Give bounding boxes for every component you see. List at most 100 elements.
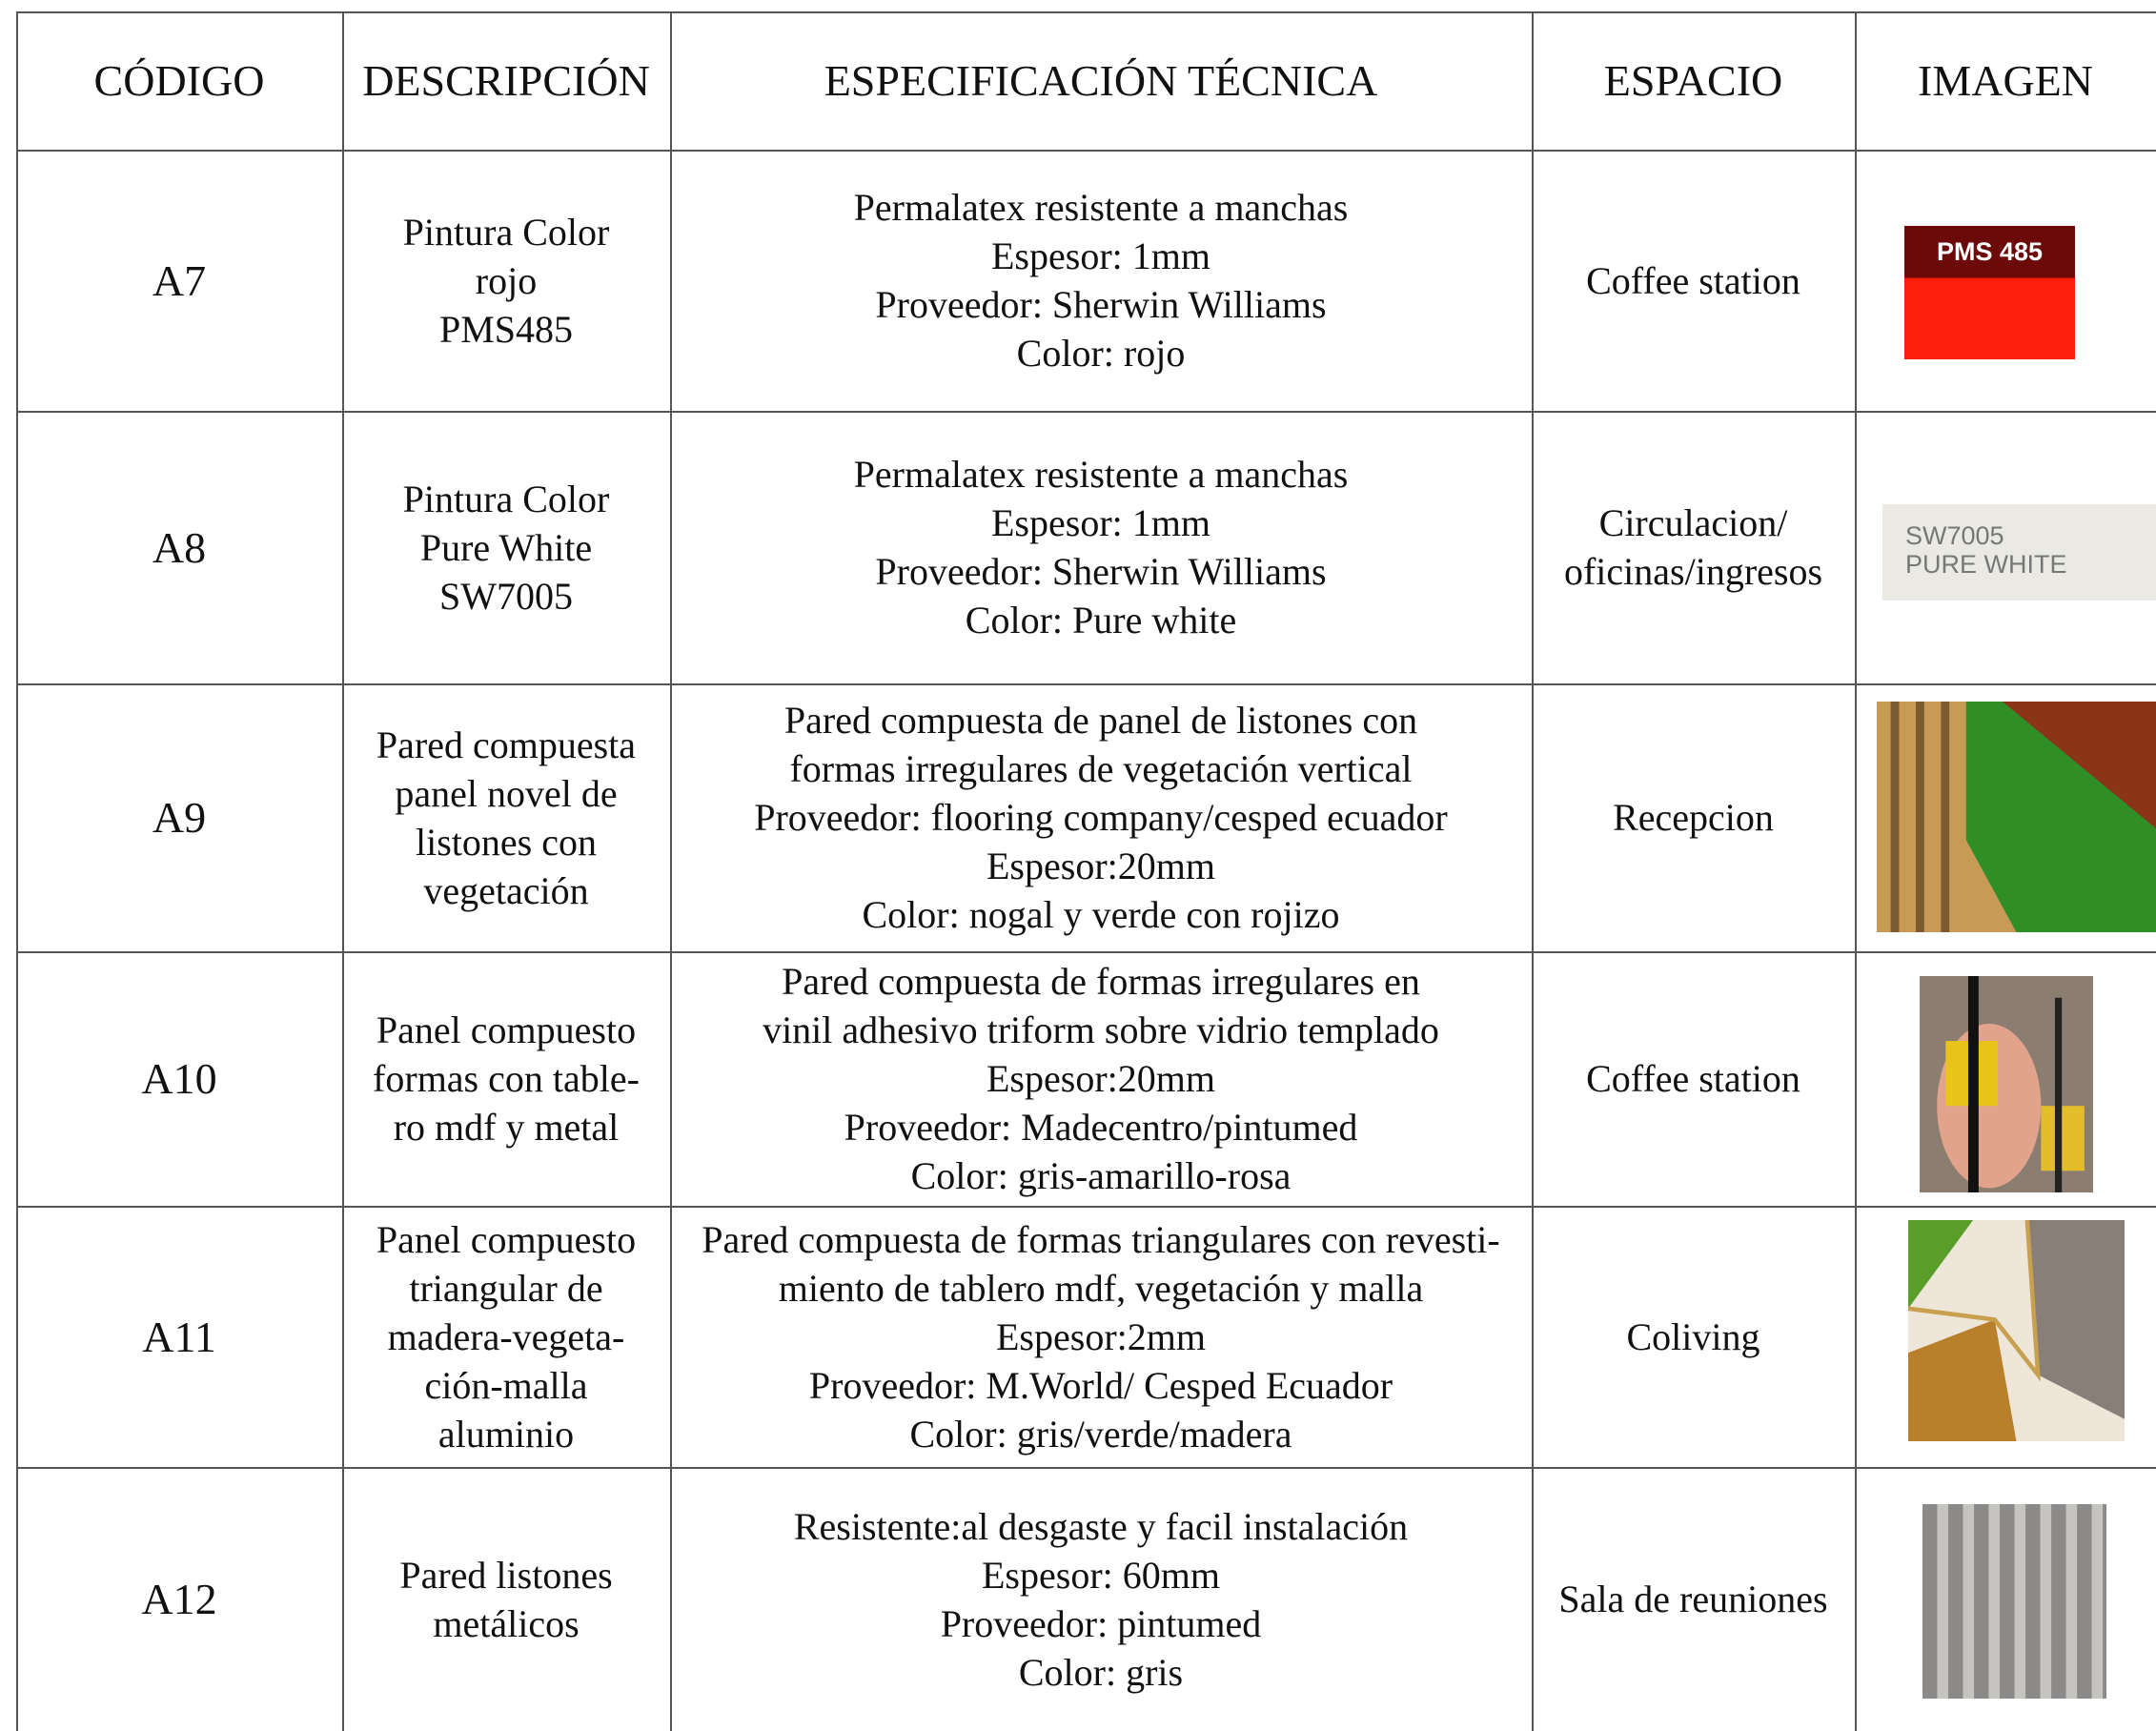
header-cell: CÓDIGO (16, 11, 342, 150)
header-cell: ESPACIO (1532, 11, 1855, 150)
code-cell: A8 (16, 411, 342, 683)
image-label-line: PURE WHITE (1905, 550, 2067, 579)
description-line: Pintura Color (402, 210, 610, 254)
material-image: PMS 485 (1904, 226, 2075, 359)
description-cell: Pintura Color rojo PMS485 (342, 150, 670, 411)
specification-line: Espesor:2mm (996, 1314, 1206, 1358)
specification-line: Color: gris/verde/madera (909, 1412, 1292, 1456)
specification-line: Proveedor: Sherwin Williams (875, 283, 1327, 326)
space-line: Coliving (1626, 1314, 1760, 1358)
specification-line: Color: rojo (1016, 332, 1186, 375)
specification-line: Pared compuesta de panel de listones con (783, 699, 1418, 742)
image-art (1877, 702, 2156, 932)
description-line: formas con table- (373, 1057, 640, 1100)
description-line: PMS485 (438, 307, 574, 351)
specification-cell: Pared compuesta de formas irregulares en… (670, 951, 1532, 1206)
specification-line: Pared compuesta de formas irregulares en (782, 960, 1420, 1003)
specification-line: Color: Pure white (965, 599, 1237, 641)
specification-line: Proveedor: Madecentro/pintumed (844, 1106, 1358, 1149)
space-cell: Sala de reuniones (1532, 1467, 1855, 1731)
code: A10 (141, 1054, 217, 1103)
code-cell: A10 (16, 951, 342, 1206)
description-line: panel novel de (395, 771, 618, 815)
description-line: Panel compuesto (376, 1008, 637, 1051)
specification-line: Proveedor: pintumed (940, 1601, 1262, 1645)
description-line: metálicos (433, 1601, 580, 1645)
material-image (1877, 702, 2156, 932)
specification-line: Color: gris-amarillo-rosa (910, 1154, 1292, 1197)
code: A11 (142, 1312, 216, 1361)
specification-line: Proveedor: flooring company/cesped ecuad… (754, 796, 1448, 839)
description-line: Pintura Color (402, 477, 610, 520)
row-line (16, 1206, 2156, 1208)
material-image: SW7005 PURE WHITE (1882, 504, 2156, 601)
column-line (1855, 11, 1857, 1731)
description-line: rojo (475, 258, 538, 302)
description-line: madera-vegeta- (387, 1314, 625, 1358)
material-image (1920, 976, 2093, 1192)
description-cell: Panel compuesto formas con table-ro mdf y… (342, 951, 670, 1206)
row-line (16, 11, 2156, 13)
specification-line: Proveedor: Sherwin Williams (875, 550, 1327, 593)
header-cell: IMAGEN (1855, 11, 2156, 150)
description-cell: Pared listones metálicos (342, 1467, 670, 1731)
specification-line: Color: gris (1018, 1650, 1184, 1694)
space-line: oficinas/ingresos (1563, 550, 1823, 593)
column-line (670, 11, 672, 1731)
space-cell: Coliving (1532, 1206, 1855, 1467)
image-label-line: PMS 485 (1936, 237, 2044, 266)
header-text: CÓDIGO (93, 56, 265, 105)
code: A7 (152, 255, 207, 305)
space-cell: Recepcion (1532, 683, 1855, 951)
specification-line: Color: nogal y verde con rojizo (862, 893, 1340, 936)
specification-cell: Permalatex resistente a manchas Espesor: … (670, 411, 1532, 683)
space-line: Sala de reuniones (1558, 1578, 1828, 1620)
specification-line: Espesor:20mm (986, 845, 1215, 887)
image-label: PMS 485 (1904, 226, 2075, 266)
column-line (342, 11, 344, 1731)
header-text: IMAGEN (1918, 56, 2093, 105)
description-line: Pure White (419, 525, 593, 569)
specification-line: Permalatex resistente a manchas (853, 453, 1349, 496)
space-cell: Circulacion/oficinas/ingresos (1532, 411, 1855, 683)
specification-line: formas irregulares de vegetación vertica… (789, 747, 1413, 790)
description-cell: Pared compuesta panel novel de listones co… (342, 683, 670, 951)
column-line (16, 11, 18, 1731)
description-cell: Pintura Color Pure White SW7005 (342, 411, 670, 683)
specification-line: Resistente:al desgaste y facil instalaci… (793, 1504, 1409, 1548)
image-art (1922, 1504, 2106, 1699)
description-line: SW7005 (439, 574, 573, 618)
description-line: ción-malla (424, 1363, 588, 1407)
image-art (1904, 226, 2075, 359)
row-line (16, 411, 2156, 413)
material-image (1908, 1220, 2125, 1441)
material-image (1922, 1504, 2106, 1699)
description-line: listones con (416, 820, 597, 864)
space-line: Recepcion (1613, 796, 1774, 839)
description-line: aluminio (437, 1412, 575, 1456)
image-label: SW7005 PURE WHITE (1882, 504, 2156, 579)
code-cell: A7 (16, 150, 342, 411)
specification-line: Espesor: 1mm (991, 234, 1210, 277)
specification-line: Permalatex resistente a manchas (853, 186, 1349, 229)
description-line: Pared compuesta (376, 723, 637, 766)
space-line: Coffee station (1586, 258, 1800, 302)
space-cell: Coffee station (1532, 150, 1855, 411)
description-line: triangular de (409, 1266, 603, 1310)
header-text: ESPECIFICACIÓN TÉCNICA (824, 56, 1378, 105)
header-cell: DESCRIPCIÓN (342, 11, 670, 150)
header-cell: ESPECIFICACIÓN TÉCNICA (670, 11, 1532, 150)
row-line (16, 951, 2156, 953)
specification-cell: Pared compuesta de panel de listones con… (670, 683, 1532, 951)
column-line (1532, 11, 1534, 1731)
specification-line: Pared compuesta de formas triangulares c… (702, 1217, 1500, 1261)
row-line (16, 683, 2156, 685)
specification-line: vinil adhesivo triform sobre vidrio temp… (763, 1008, 1439, 1051)
specification-line: miento de tablero mdf, vegetación y mall… (778, 1266, 1424, 1310)
row-line (16, 1467, 2156, 1469)
header-text: ESPACIO (1603, 56, 1783, 105)
code: A9 (152, 793, 207, 842)
image-art (1908, 1220, 2125, 1441)
description-cell: Panel compuesto triangular de madera-veget… (342, 1206, 670, 1467)
